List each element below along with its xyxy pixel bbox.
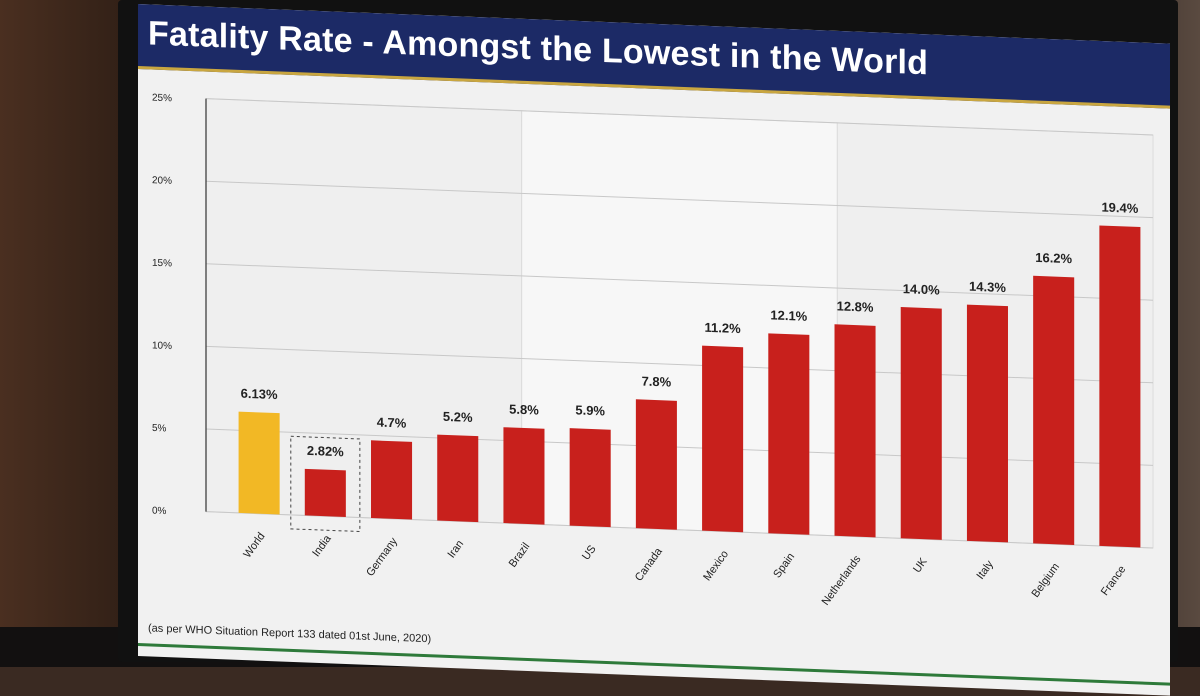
value-label-uk: 14.0% (903, 281, 940, 297)
category-label-brazil: Brazil (507, 541, 533, 570)
bar-italy (966, 304, 1008, 543)
category-label-world: World (241, 530, 267, 560)
bar-india (304, 468, 346, 517)
category-label-us: US (580, 543, 599, 562)
gridline (206, 98, 1153, 136)
bar-spain (768, 333, 810, 535)
value-label-world: 6.13% (241, 386, 278, 402)
value-label-iran: 5.2% (443, 409, 473, 425)
category-label-netherlands: Netherlands (820, 553, 864, 608)
gridline (206, 180, 1153, 219)
value-label-netherlands: 12.8% (837, 298, 874, 314)
category-label-canada: Canada (633, 545, 665, 584)
category-label-italy: Italy (975, 558, 997, 582)
value-label-brazil: 5.8% (509, 401, 539, 417)
gridline (206, 263, 1153, 301)
bar-world (238, 411, 280, 515)
highlight-box-india (290, 435, 361, 533)
bar-iran (437, 434, 479, 523)
value-label-canada: 7.8% (642, 373, 672, 389)
bar-netherlands (834, 324, 876, 538)
category-label-germany: Germany (364, 535, 400, 579)
y-tick-label: 10% (152, 340, 172, 352)
category-label-belgium: Belgium (1030, 561, 1063, 600)
bar-canada (635, 399, 677, 530)
value-label-india: 2.82% (307, 443, 344, 459)
bar-belgium (1033, 275, 1075, 545)
presentation-slide: Fatality Rate - Amongst the Lowest in th… (138, 4, 1170, 696)
category-label-uk: UK (911, 555, 930, 575)
value-label-germany: 4.7% (377, 415, 407, 431)
value-label-belgium: 16.2% (1035, 250, 1072, 266)
category-label-iran: Iran (446, 538, 467, 560)
y-tick-label: 25% (152, 93, 172, 105)
value-label-italy: 14.3% (969, 279, 1006, 295)
bar-chart: 0% 5% 10% 15% 20% 25% 6.13% World 2.82% India 4.7%… (152, 93, 1154, 608)
bar-france (1099, 225, 1141, 548)
category-label-mexico: Mexico (701, 548, 731, 583)
category-label-france: France (1099, 564, 1128, 599)
y-tick-label: 5% (152, 423, 167, 435)
bar-brazil (503, 427, 545, 525)
value-label-france: 19.4% (1101, 200, 1138, 216)
y-tick-label: 20% (152, 175, 172, 187)
category-label-spain: Spain (771, 551, 797, 581)
bar-uk (900, 307, 942, 540)
category-label-india: India (310, 532, 334, 559)
bar-us (569, 428, 611, 528)
y-tick-label: 15% (152, 258, 172, 270)
value-label-us: 5.9% (575, 402, 605, 418)
bar-mexico (702, 345, 744, 533)
value-label-spain: 12.1% (770, 307, 807, 323)
value-label-mexico: 11.2% (705, 320, 742, 336)
bar-germany (371, 440, 413, 520)
y-tick-label: 0% (152, 506, 167, 518)
